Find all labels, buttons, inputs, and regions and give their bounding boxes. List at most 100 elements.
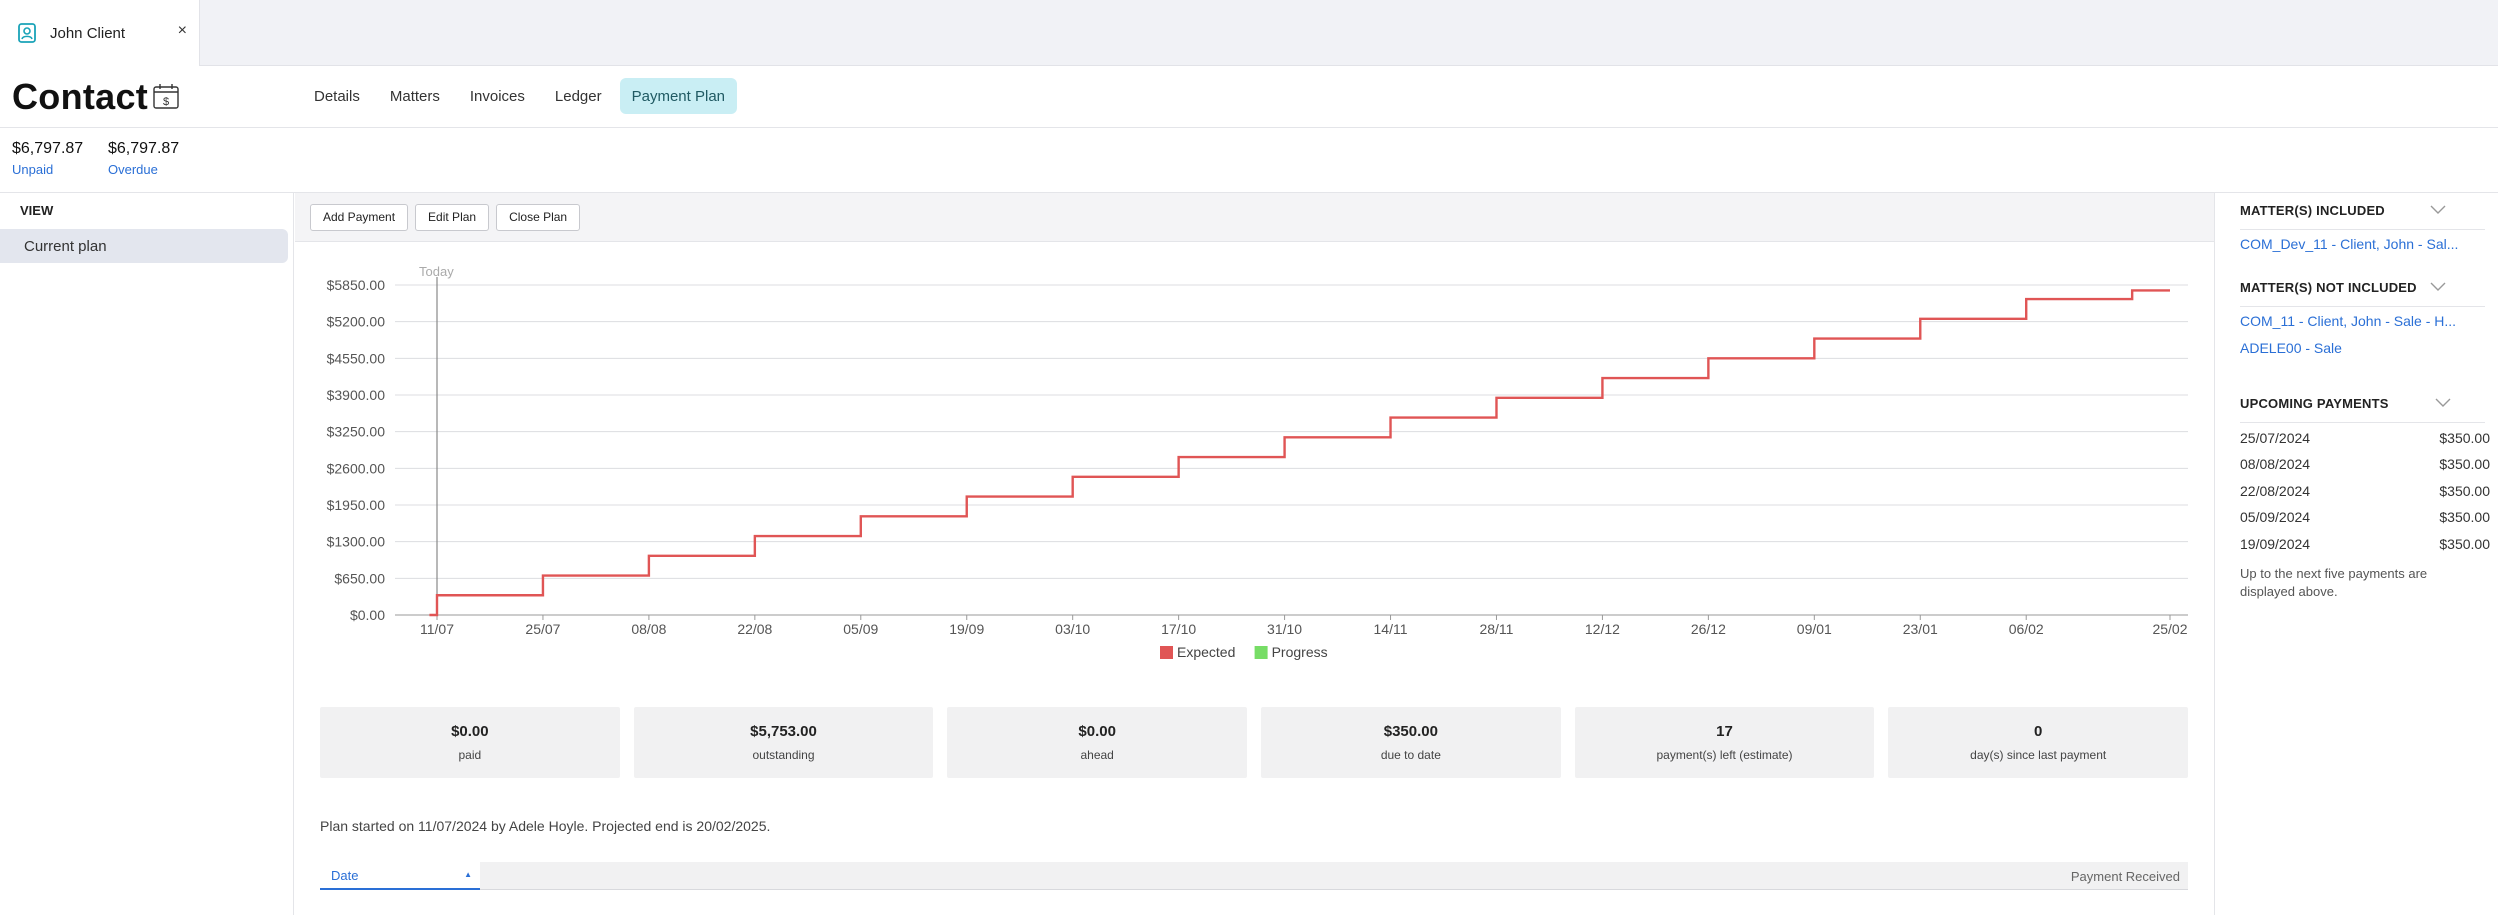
divider [2240,229,2485,230]
x-tick-label: 17/10 [1161,621,1196,637]
chevron-down-icon[interactable] [2430,282,2446,292]
payment-date: 05/09/2024 [2240,509,2311,525]
matters-included-heading: MATTER(S) INCLUDED [2240,203,2385,218]
divider [2240,422,2485,423]
document-tab[interactable]: John Client × [0,0,200,66]
stat-value: $0.00 [1078,723,1116,740]
svg-text:$: $ [163,96,169,108]
tab-invoices[interactable]: Invoices [469,87,525,105]
plan-stats: $0.00 paid $5,753.00 outstanding $0.00 a… [320,707,2189,778]
today-marker-label: Today [419,264,454,279]
view-sidebar: VIEW Current plan [0,193,294,915]
payment-plan-chart: $0.00 $650.00 $1300.00 $1950.00 $2600.00 $325… [310,255,2200,675]
date-column-header[interactable]: Date ▲ [320,862,480,890]
payments-table-header: Date ▲ Payment Received [320,862,2188,890]
y-tick-label: $4550.00 [327,350,386,366]
stat-label: day(s) since last payment [1970,748,2107,762]
tab-details[interactable]: Details [314,87,360,105]
x-tick-label: 09/01 [1797,621,1832,637]
stat-value: $350.00 [1383,723,1438,740]
matter-included-link[interactable]: COM_Dev_11 - Client, John - Sal... [2240,236,2459,252]
tab-payment-plan[interactable]: Payment Plan [619,78,738,114]
x-tick-label: 26/12 [1691,621,1726,637]
upcoming-payment-row: 05/09/2024 $350.00 [2240,509,2490,525]
upcoming-payments-note: Up to the next five payments are display… [2240,566,2428,599]
y-tick-label: $1300.00 [327,534,386,550]
edit-plan-button[interactable]: Edit Plan [415,203,490,231]
payment-date: 22/08/2024 [2240,483,2311,499]
legend-label: Expected [1177,644,1235,660]
stat-label: due to date [1380,748,1441,762]
date-column-label: Date [331,867,359,883]
upcoming-payment-row: 19/09/2024 $350.00 [2240,536,2490,552]
contact-card-icon [18,23,36,43]
stat-label: outstanding [752,748,815,762]
y-tick-label: $3900.00 [327,387,386,403]
upcoming-payment-row: 25/07/2024 $350.00 [2240,430,2490,446]
payment-received-column-header[interactable]: Payment Received [2070,869,2180,884]
stat-value: $5,753.00 [750,723,817,740]
upcoming-payment-row: 22/08/2024 $350.00 [2240,483,2490,499]
balance-summary: $6,797.87 Unpaid $6,797.87 Overdue [0,128,2498,193]
close-icon[interactable]: × [177,22,187,39]
page-header: Contact $ Details Matters Invoices Ledge… [0,66,2498,128]
unpaid-amount: $6,797.87 [12,140,84,157]
tab-matters[interactable]: Matters [389,87,440,105]
add-payment-button[interactable]: Add Payment [310,203,409,231]
x-tick-label: 25/07 [525,621,560,637]
payment-date: 08/08/2024 [2240,456,2311,472]
legend-label: Progress [1272,644,1328,660]
payment-date: 19/09/2024 [2240,536,2311,552]
plan-toolbar: Add Payment Edit Plan Close Plan [295,193,2214,242]
stat-label: payment(s) left (estimate) [1656,748,1793,762]
y-tick-label: $5200.00 [327,314,386,330]
legend-swatch [1160,646,1173,659]
payment-date: 25/07/2024 [2240,430,2311,446]
overdue-link[interactable]: Overdue [108,162,158,177]
sidebar-item-current-plan[interactable]: Current plan [0,229,288,263]
x-tick-label: 05/09 [843,621,878,637]
stat-label: ahead [1080,748,1114,762]
stat-card-payments-left: 17 payment(s) left (estimate) [1574,707,1875,778]
chevron-down-icon[interactable] [2430,205,2446,215]
stat-card-ahead: $0.00 ahead [947,707,1248,778]
y-tick-label: $3250.00 [327,424,386,440]
payment-amount: $350.00 [2439,536,2490,552]
stat-card-paid: $0.00 paid [320,707,620,778]
sort-asc-icon: ▲ [464,870,472,879]
y-tick-label: $1950.00 [327,497,386,513]
overdue-summary: $6,797.87 Overdue [108,140,179,177]
upcoming-payments-heading: UPCOMING PAYMENTS [2240,396,2389,411]
stat-value: 0 [2034,723,2043,740]
unpaid-link[interactable]: Unpaid [12,162,54,177]
x-tick-label: 31/10 [1267,621,1302,637]
x-tick-label: 08/08 [631,621,666,637]
legend-swatch [1254,646,1268,659]
expected-series-line [429,289,2170,617]
upcoming-payment-row: 08/08/2024 $350.00 [2240,456,2490,472]
y-tick-label: $5850.00 [327,277,386,293]
matter-not-included-link[interactable]: ADELE00 - Sale [2240,340,2342,356]
chevron-down-icon[interactable] [2435,398,2451,408]
divider [2240,306,2485,307]
matters-not-included-heading: MATTER(S) NOT INCLUDED [2240,280,2417,295]
y-tick-label: $650.00 [334,570,385,586]
stat-card-days-since: 0 day(s) since last payment [1888,707,2189,778]
x-tick-label: 19/09 [949,621,984,637]
x-tick-label: 03/10 [1055,621,1090,637]
payment-plan-chart-svg: $0.00 $650.00 $1300.00 $1950.00 $2600.00 $325… [327,264,2188,660]
stat-value: 17 [1716,723,1733,740]
page-title: Contact [12,76,149,117]
y-tick-label: $2600.00 [327,460,386,476]
x-tick-label: 06/02 [2009,621,2044,637]
matter-not-included-link[interactable]: COM_11 - Client, John - Sale - H... [2240,313,2457,329]
tab-ledger[interactable]: Ledger [554,87,602,105]
close-plan-button[interactable]: Close Plan [496,203,581,231]
x-tick-label: 11/07 [420,621,454,637]
plan-note: Plan started on 11/07/2024 by Adele Hoyl… [320,818,771,834]
x-tick-label: 28/11 [1479,621,1513,637]
y-tick-label: $0.00 [350,607,385,623]
x-tick-label: 22/08 [737,621,772,637]
x-tick-label: 14/11 [1374,621,1408,637]
x-tick-label: 12/12 [1585,621,1620,637]
